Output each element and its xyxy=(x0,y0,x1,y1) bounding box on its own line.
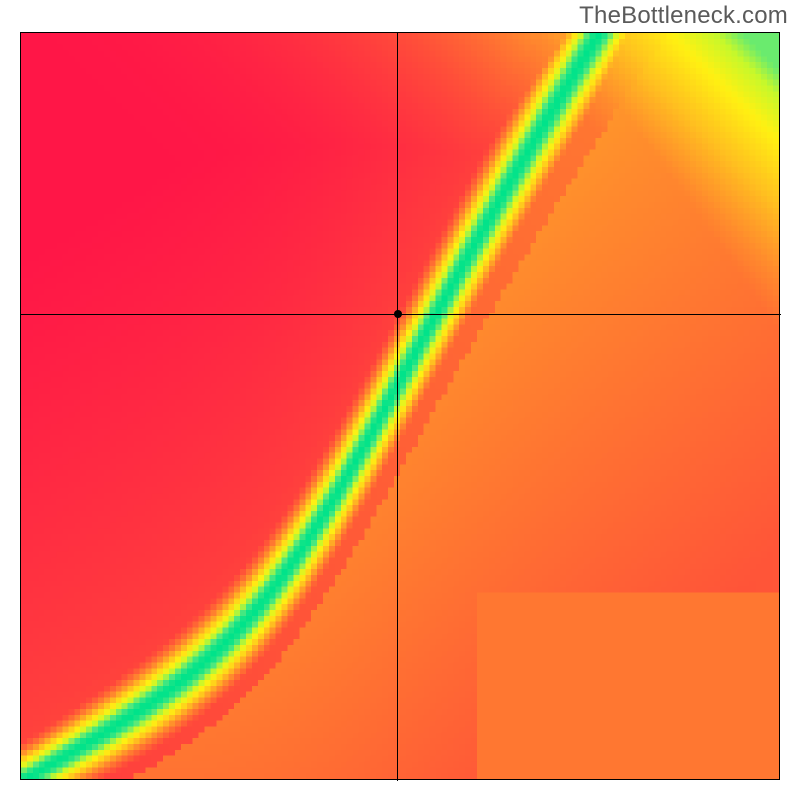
crosshair-vertical-line xyxy=(397,33,398,781)
heatmap-canvas xyxy=(21,33,779,779)
heatmap-frame xyxy=(20,32,780,780)
watermark-text: TheBottleneck.com xyxy=(579,2,788,30)
chart-container: TheBottleneck.com xyxy=(0,0,800,800)
